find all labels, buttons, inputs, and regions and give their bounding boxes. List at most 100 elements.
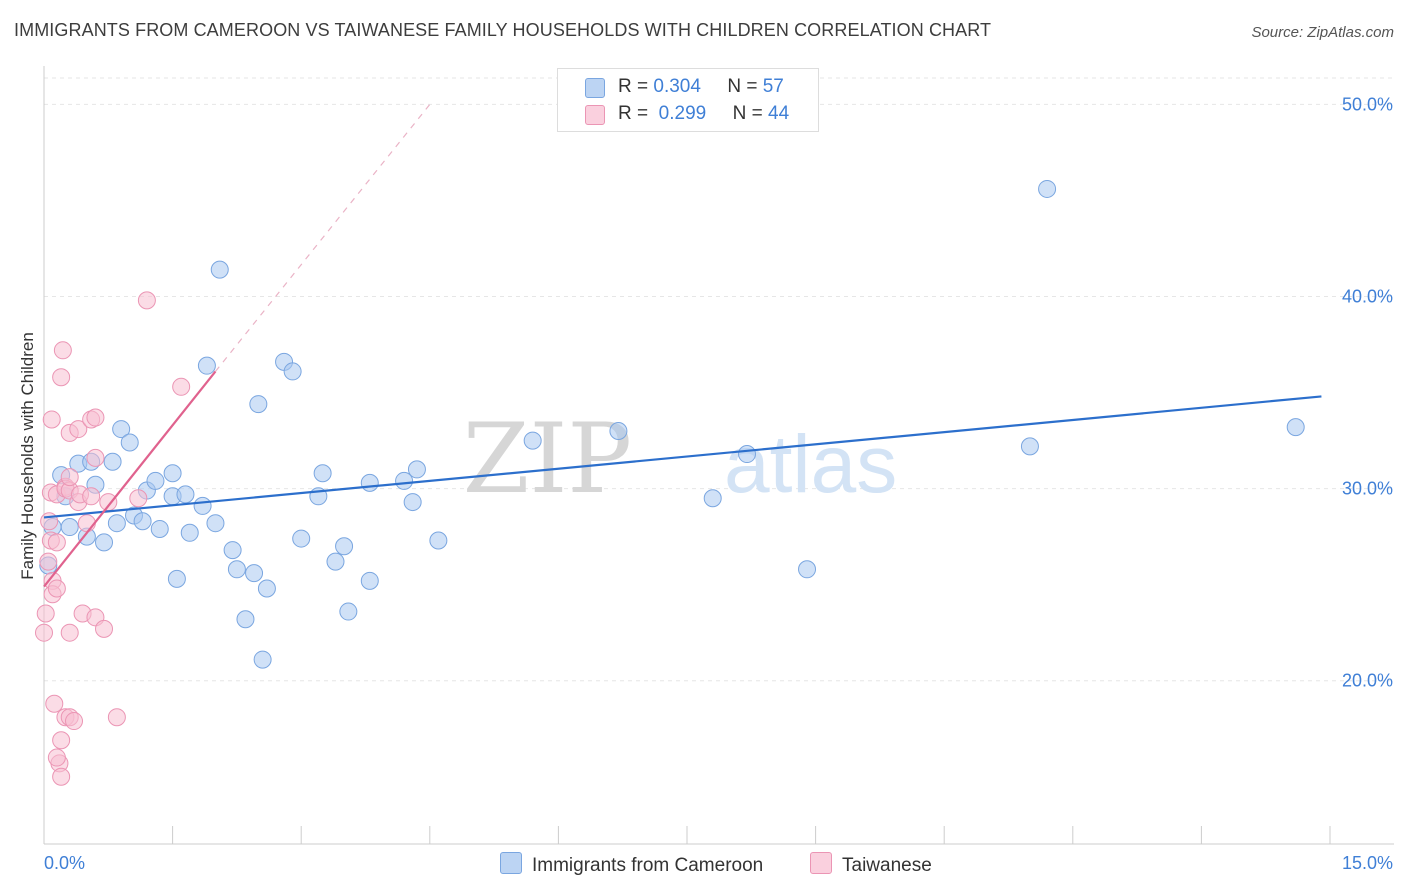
point-taiwanese xyxy=(52,368,71,387)
legend-r-label: R = xyxy=(618,76,649,97)
point-cameroon xyxy=(223,541,242,560)
point-cameroon xyxy=(326,552,345,571)
point-cameroon xyxy=(146,471,165,490)
legend-swatch-taiwanese xyxy=(585,105,605,125)
point-taiwanese xyxy=(172,377,191,396)
y-tick-label: 30.0% xyxy=(1342,479,1393,499)
y-tick-label: 50.0% xyxy=(1342,94,1393,114)
point-cameroon xyxy=(339,602,358,621)
point-taiwanese xyxy=(129,489,148,508)
bottom-legend-taiwanese: Taiwanese xyxy=(810,852,932,877)
point-cameroon xyxy=(245,564,264,583)
point-taiwanese xyxy=(86,448,105,467)
point-taiwanese xyxy=(45,694,64,713)
point-cameroon xyxy=(103,452,122,471)
bottom-legend-label-taiwanese: Taiwanese xyxy=(842,855,932,876)
point-taiwanese xyxy=(65,712,84,731)
bottom-legend-label-cameroon: Immigrants from Cameroon xyxy=(532,855,764,876)
point-cameroon xyxy=(180,523,199,542)
point-taiwanese xyxy=(53,341,72,360)
point-cameroon xyxy=(197,356,216,375)
point-cameroon xyxy=(798,560,817,579)
point-cameroon xyxy=(360,571,379,590)
point-cameroon xyxy=(313,464,332,483)
point-cameroon xyxy=(407,460,426,479)
point-taiwanese xyxy=(47,748,66,767)
source-label: Source: ZipAtlas.com xyxy=(1251,24,1394,41)
legend-swatch-cameroon xyxy=(585,78,605,98)
point-taiwanese xyxy=(39,552,58,571)
point-cameroon xyxy=(133,512,152,531)
point-cameroon xyxy=(292,529,311,548)
point-cameroon xyxy=(738,445,757,464)
point-cameroon xyxy=(249,395,268,414)
point-taiwanese xyxy=(77,514,96,533)
point-taiwanese xyxy=(52,731,71,750)
point-cameroon xyxy=(703,489,722,508)
legend-n-label: N = xyxy=(732,103,763,124)
y-tick-label: 20.0% xyxy=(1342,671,1393,691)
point-taiwanese xyxy=(69,420,88,439)
point-taiwanese xyxy=(60,623,79,642)
point-taiwanese xyxy=(35,623,53,642)
point-cameroon xyxy=(120,433,139,452)
watermark: ZIP atlas xyxy=(463,403,897,515)
point-taiwanese xyxy=(86,408,105,427)
legend-n-value-taiwanese: 44 xyxy=(768,103,790,124)
point-cameroon xyxy=(283,362,302,381)
point-cameroon xyxy=(1038,179,1057,198)
tick-labels: 20.0% 30.0% 40.0% 50.0% 0.0% 15.0% xyxy=(44,94,1393,873)
point-cameroon xyxy=(60,518,79,537)
point-taiwanese xyxy=(95,619,114,638)
point-cameroon xyxy=(395,471,414,490)
point-cameroon xyxy=(112,420,131,439)
point-cameroon xyxy=(107,514,126,533)
point-taiwanese xyxy=(99,493,118,512)
x-tick-label-right: 15.0% xyxy=(1342,853,1393,873)
trend-lines xyxy=(43,104,1322,588)
point-cameroon xyxy=(210,260,229,279)
point-taiwanese xyxy=(36,604,55,623)
watermark-zip: ZIP xyxy=(463,403,632,515)
gridlines xyxy=(44,77,1394,682)
point-cameroon xyxy=(523,431,542,450)
point-taiwanese xyxy=(60,468,79,487)
point-cameroon xyxy=(253,650,272,669)
legend-r-label: R = xyxy=(618,103,649,124)
point-cameroon xyxy=(360,473,379,492)
legend-r-value-cameroon: 0.304 xyxy=(653,76,701,97)
point-cameroon xyxy=(176,485,195,504)
data-points xyxy=(35,179,1305,786)
point-cameroon xyxy=(167,569,186,588)
y-tick-label: 40.0% xyxy=(1342,287,1393,307)
point-taiwanese xyxy=(137,291,156,310)
point-taiwanese xyxy=(47,579,66,598)
point-cameroon xyxy=(236,610,255,629)
point-cameroon xyxy=(609,421,628,440)
point-cameroon xyxy=(95,533,114,552)
point-cameroon xyxy=(193,496,212,515)
bottom-legend-cameroon: Immigrants from Cameroon xyxy=(500,852,763,877)
trend-line-cameroon xyxy=(43,395,1322,519)
chart-title: IMMIGRANTS FROM CAMEROON VS TAIWANESE FA… xyxy=(14,20,992,40)
point-taiwanese xyxy=(47,533,66,552)
watermark-atlas: atlas xyxy=(724,419,897,510)
point-taiwanese xyxy=(52,767,71,786)
trend-line-taiwanese xyxy=(43,370,217,588)
legend-n-value-cameroon: 57 xyxy=(762,76,784,97)
point-cameroon xyxy=(403,493,422,512)
point-cameroon xyxy=(429,531,448,550)
point-cameroon xyxy=(1020,437,1039,456)
point-cameroon xyxy=(206,514,225,533)
x-tick-label-left: 0.0% xyxy=(44,853,85,873)
point-taiwanese xyxy=(42,410,61,429)
bottom-legend-swatch-cameroon xyxy=(500,852,522,874)
legend-n-label: N = xyxy=(727,76,758,97)
point-cameroon xyxy=(150,519,169,538)
point-cameroon xyxy=(1286,418,1305,437)
legend-r-value-taiwanese: 0.299 xyxy=(658,103,707,124)
point-cameroon xyxy=(227,560,246,579)
point-cameroon xyxy=(163,464,182,483)
axes xyxy=(43,66,1394,845)
